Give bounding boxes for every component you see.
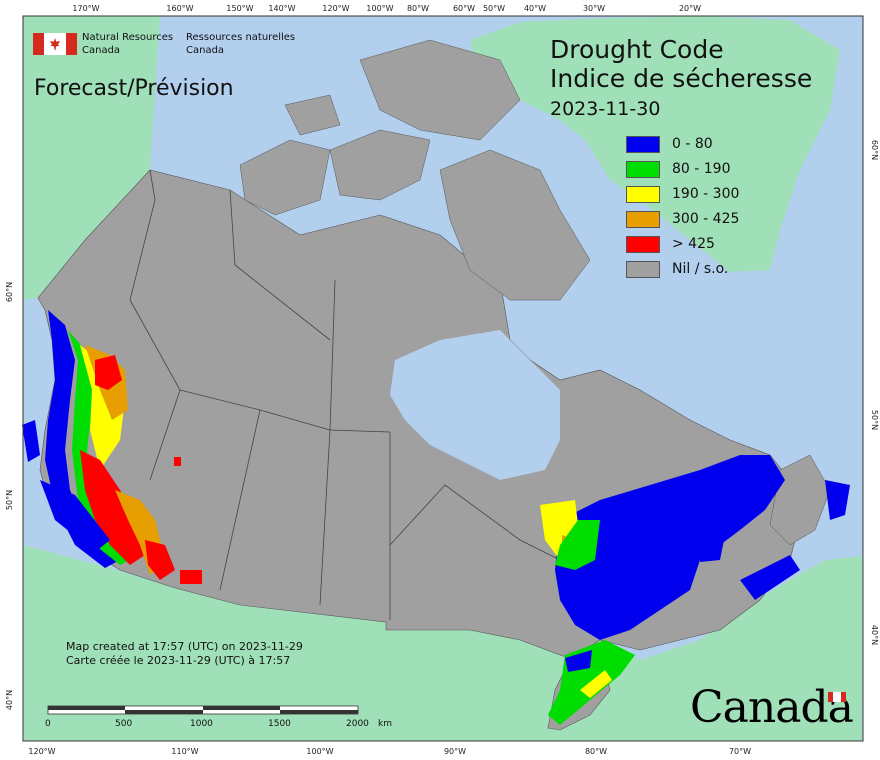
legend-label: 0 - 80 — [672, 136, 713, 152]
graticule-top-labels: 170°W 160°W 150°W 140°W 120°W 100°W 80°W… — [72, 4, 701, 13]
grat-label: 60°N — [5, 282, 14, 302]
grat-label: 90°W — [444, 747, 466, 756]
scale-tick-label: 0 — [45, 719, 51, 729]
grat-label: 120°W — [28, 747, 55, 756]
agency-en-line: Canada — [82, 45, 121, 56]
grat-label: 80°W — [585, 747, 607, 756]
scale-tick-label: 500 — [115, 719, 133, 729]
legend-label: 300 - 425 — [672, 211, 740, 227]
scale-bar — [47, 705, 359, 715]
grat-label: 40°W — [524, 4, 546, 13]
agency-en-line: Natural Resources — [82, 32, 174, 43]
province-boundaries — [129, 169, 561, 620]
grat-label: 50°N — [870, 410, 879, 430]
legend-swatch — [626, 160, 660, 178]
dc-zone-190-300-bc — [80, 345, 125, 470]
arctic-island — [284, 94, 341, 136]
grat-label: 20°W — [679, 4, 701, 13]
credit-fr: Carte créée le 2023-11-29 (UTC) à 17:57 — [66, 654, 291, 667]
canada-flag-logo — [33, 33, 77, 55]
legend-swatch — [626, 135, 660, 153]
product-label: Forecast/Prévision — [34, 76, 234, 101]
grat-label: 60°N — [870, 140, 879, 160]
grat-label: 60°W — [453, 4, 475, 13]
legend-item: 80 - 190 — [626, 160, 731, 178]
map-date: 2023-11-30 — [550, 98, 661, 120]
dc-zone-over-425-bc — [80, 450, 145, 565]
dc-spot-ab-south — [180, 570, 202, 584]
canada-wordmark: Canada — [690, 682, 854, 733]
dc-zone-0-80-quebec — [555, 455, 785, 640]
legend-label: Nil / s.o. — [672, 261, 729, 277]
graticule-right-labels: 60°N 50°N 40°N — [870, 140, 879, 645]
agency-name-fr: Ressources naturelles Canada — [186, 31, 295, 57]
arctic-island — [329, 129, 431, 201]
grat-label: 140°W — [268, 4, 295, 13]
scale-unit: km — [378, 719, 392, 729]
agency-name-en: Natural Resources Canada — [82, 31, 173, 57]
scale-tick-label: 1000 — [190, 719, 213, 729]
grat-label: 110°W — [171, 747, 198, 756]
legend-swatch — [626, 235, 660, 253]
dc-vancouver-island — [40, 480, 110, 552]
hudson-bay — [390, 330, 560, 480]
legend-label: 190 - 300 — [672, 186, 740, 202]
scale-tick-label: 1500 — [268, 719, 291, 729]
agency-fr-line: Ressources naturelles — [186, 32, 296, 43]
wordmark-flag-icon — [828, 692, 846, 702]
graticule-bottom-labels: 120°W 110°W 100°W 90°W 80°W 70°W — [28, 747, 751, 756]
grat-label: 30°W — [583, 4, 605, 13]
grat-label: 50°N — [5, 490, 14, 510]
legend-swatch — [626, 185, 660, 203]
grat-label: 50°W — [483, 4, 505, 13]
legend-item: Nil / s.o. — [626, 260, 728, 278]
dc-zone-80-190-quebec — [555, 520, 600, 570]
dc-newfoundland-east — [825, 480, 850, 520]
grat-label: 80°W — [407, 4, 429, 13]
credit-en: Map created at 17:57 (UTC) on 2023-11-29 — [66, 640, 303, 653]
legend-item: > 425 — [626, 235, 715, 253]
legend-label: 80 - 190 — [672, 161, 731, 177]
arctic-island — [239, 139, 331, 216]
dc-haida-gwaii — [22, 420, 40, 462]
baffin-island — [439, 149, 591, 301]
map-title-en: Drought Code — [550, 35, 724, 64]
dc-spot-ab-north — [174, 457, 181, 466]
legend-item: 300 - 425 — [626, 210, 739, 228]
legend-item: 0 - 80 — [626, 135, 713, 153]
grat-label: 120°W — [322, 4, 349, 13]
grat-label: 40°N — [5, 690, 14, 710]
dc-zone-0-80-ontario — [565, 650, 592, 672]
map-border — [22, 15, 864, 742]
grat-label: 100°W — [306, 747, 333, 756]
grat-label: 40°N — [870, 625, 879, 645]
dc-gaspe — [700, 535, 725, 562]
newfoundland — [769, 454, 831, 546]
dc-zone-over-425-bc-north — [95, 355, 122, 390]
legend-swatch — [626, 260, 660, 278]
grat-label: 170°W — [72, 4, 99, 13]
dc-zone-over-425-bc-south — [145, 540, 175, 580]
legend-label: > 425 — [672, 236, 715, 252]
grat-label: 150°W — [226, 4, 253, 13]
grat-label: 70°W — [729, 747, 751, 756]
nova-scotia — [740, 555, 800, 600]
grat-label: 100°W — [366, 4, 393, 13]
grat-label: 160°W — [166, 4, 193, 13]
legend-item: 190 - 300 — [626, 185, 739, 203]
map-title-fr: Indice de sécheresse — [550, 64, 813, 93]
ellesmere-island — [359, 39, 521, 141]
agency-fr-line: Canada — [186, 45, 225, 56]
alaska-land — [23, 16, 160, 300]
scale-tick-label: 2000 — [346, 719, 369, 729]
graticule-left-labels: 60°N 50°N 40°N — [5, 282, 14, 710]
dc-zone-190-300-ontario — [580, 670, 612, 698]
usa-land — [23, 545, 862, 741]
legend-swatch — [626, 210, 660, 228]
